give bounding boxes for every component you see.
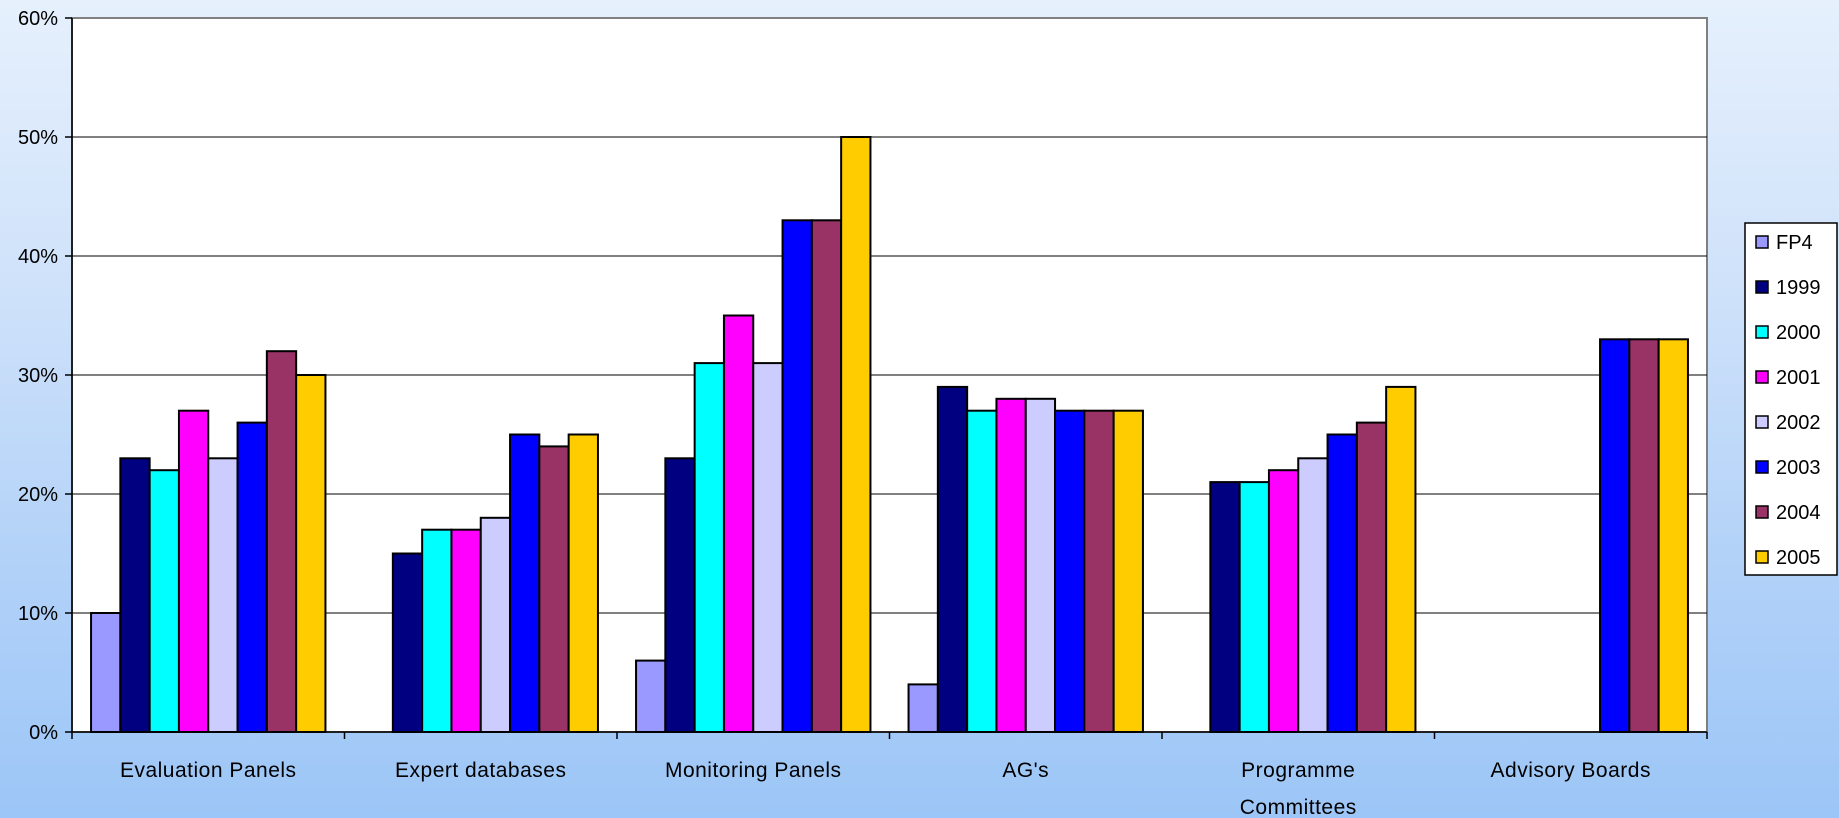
- bar: [450, 528, 482, 734]
- bar: [1054, 409, 1086, 733]
- legend-swatch: [1755, 460, 1769, 474]
- y-tick-label: 30%: [18, 365, 58, 387]
- bar: [509, 433, 541, 733]
- x-category-label: Committees: [1240, 796, 1357, 818]
- bar: [693, 362, 725, 733]
- bar: [1267, 469, 1300, 733]
- bars: [90, 136, 1689, 734]
- x-category-label: Expert databases: [395, 759, 566, 782]
- bar: [1326, 433, 1358, 733]
- bar: [810, 219, 843, 734]
- bar: [635, 659, 667, 733]
- gridlines: [72, 136, 1707, 614]
- bar: [781, 219, 813, 734]
- bar: [995, 397, 1027, 733]
- x-category-label: Monitoring Panels: [665, 759, 842, 782]
- bar: [1385, 385, 1417, 733]
- bar: [421, 528, 453, 734]
- bar: [1024, 397, 1057, 733]
- bar: [295, 374, 327, 733]
- legend-swatch: [1755, 325, 1769, 339]
- bar: [966, 409, 998, 733]
- bar: [1112, 409, 1144, 733]
- legend-swatch: [1755, 505, 1769, 519]
- legend-label: 2004: [1776, 502, 1821, 524]
- bar: [148, 469, 180, 733]
- bar: [1083, 409, 1115, 733]
- bar: [1657, 338, 1689, 733]
- legend-label: FP4: [1776, 232, 1813, 254]
- bar: [90, 612, 122, 733]
- x-category-label: Evaluation Panels: [120, 759, 297, 782]
- legend-label: 2003: [1776, 457, 1821, 479]
- bar: [236, 421, 268, 733]
- bar: [177, 409, 210, 733]
- legend-label: 2002: [1776, 412, 1821, 434]
- x-category-label: AG's: [1002, 759, 1049, 782]
- y-tick-label: 0%: [29, 722, 58, 744]
- bar: [840, 136, 872, 733]
- y-tick-label: 60%: [18, 8, 58, 30]
- bar: [1628, 338, 1660, 733]
- y-tick-label: 50%: [18, 127, 58, 149]
- bar: [907, 683, 939, 734]
- legend-label: 1999: [1776, 277, 1821, 299]
- legend-swatch: [1755, 415, 1769, 429]
- bar: [265, 350, 298, 733]
- legend-label: 2001: [1776, 367, 1821, 389]
- y-tick-label: 40%: [18, 246, 58, 268]
- bar: [722, 314, 755, 733]
- bar: [1599, 338, 1631, 733]
- axes: 0% 10% 20% 30% 40% 50% 60% Evaluation Panels Exp…: [18, 8, 1708, 818]
- y-tick-label: 20%: [18, 484, 58, 506]
- legend: FP4 1999 2000 2001 2002 2003 2004 2005: [1744, 222, 1838, 576]
- y-tick-label: 10%: [18, 603, 58, 625]
- bar: [567, 433, 599, 733]
- legend-label: 2000: [1776, 322, 1821, 344]
- legend-swatch: [1755, 370, 1769, 384]
- bar: [538, 445, 570, 733]
- bar: [207, 457, 239, 733]
- bar: [1209, 481, 1241, 733]
- bar: [1297, 457, 1329, 733]
- bar: [752, 362, 784, 733]
- bar: [936, 385, 969, 733]
- bar: [664, 457, 696, 733]
- legend-label: 2005: [1776, 547, 1821, 569]
- x-category-label: Programme: [1241, 759, 1355, 782]
- bar: [119, 457, 151, 733]
- bar: [1238, 481, 1270, 733]
- bar: [1355, 421, 1388, 733]
- legend-swatch: [1755, 550, 1769, 564]
- bar: [391, 552, 424, 733]
- x-category-label: Advisory Boards: [1491, 759, 1651, 782]
- legend-swatch: [1755, 280, 1769, 294]
- bar: [479, 516, 512, 733]
- legend-swatch: [1755, 235, 1769, 249]
